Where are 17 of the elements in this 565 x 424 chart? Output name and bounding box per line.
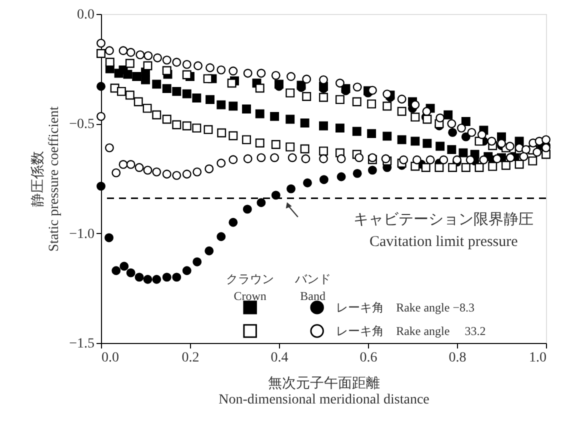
y-axis-title: 静圧係数 Static pressure coefficient: [30, 106, 62, 252]
legend-label: レーキ角 Rake angle −8.3: [336, 300, 474, 314]
annotation: クラウン Crown: [226, 272, 274, 303]
legend-label: レーキ角 Rake angle 33.2: [336, 324, 486, 338]
x-axis-title: 無次元子午面距離 Non-dimensional meridional distance: [218, 376, 430, 408]
x-tick-label: 0.6: [360, 350, 378, 366]
y-tick-label: −1.5: [69, 336, 94, 352]
ref-line-label: キャビテーション限界静圧 Cavitation limit pressure: [354, 211, 534, 250]
y-tick-label: −0.5: [69, 117, 94, 132]
x-tick-label: 0.2: [182, 350, 200, 366]
y-tick-label: −1.0: [69, 226, 94, 242]
x-tick-label: 1.0: [529, 350, 546, 366]
annotation: バンド Band: [294, 272, 331, 303]
y-tick-label: 0.0: [77, 8, 94, 22]
x-tick-label: 0.8: [448, 350, 466, 366]
x-tick-label: 0.0: [102, 350, 119, 366]
x-tick-label: 0.4: [270, 350, 288, 366]
